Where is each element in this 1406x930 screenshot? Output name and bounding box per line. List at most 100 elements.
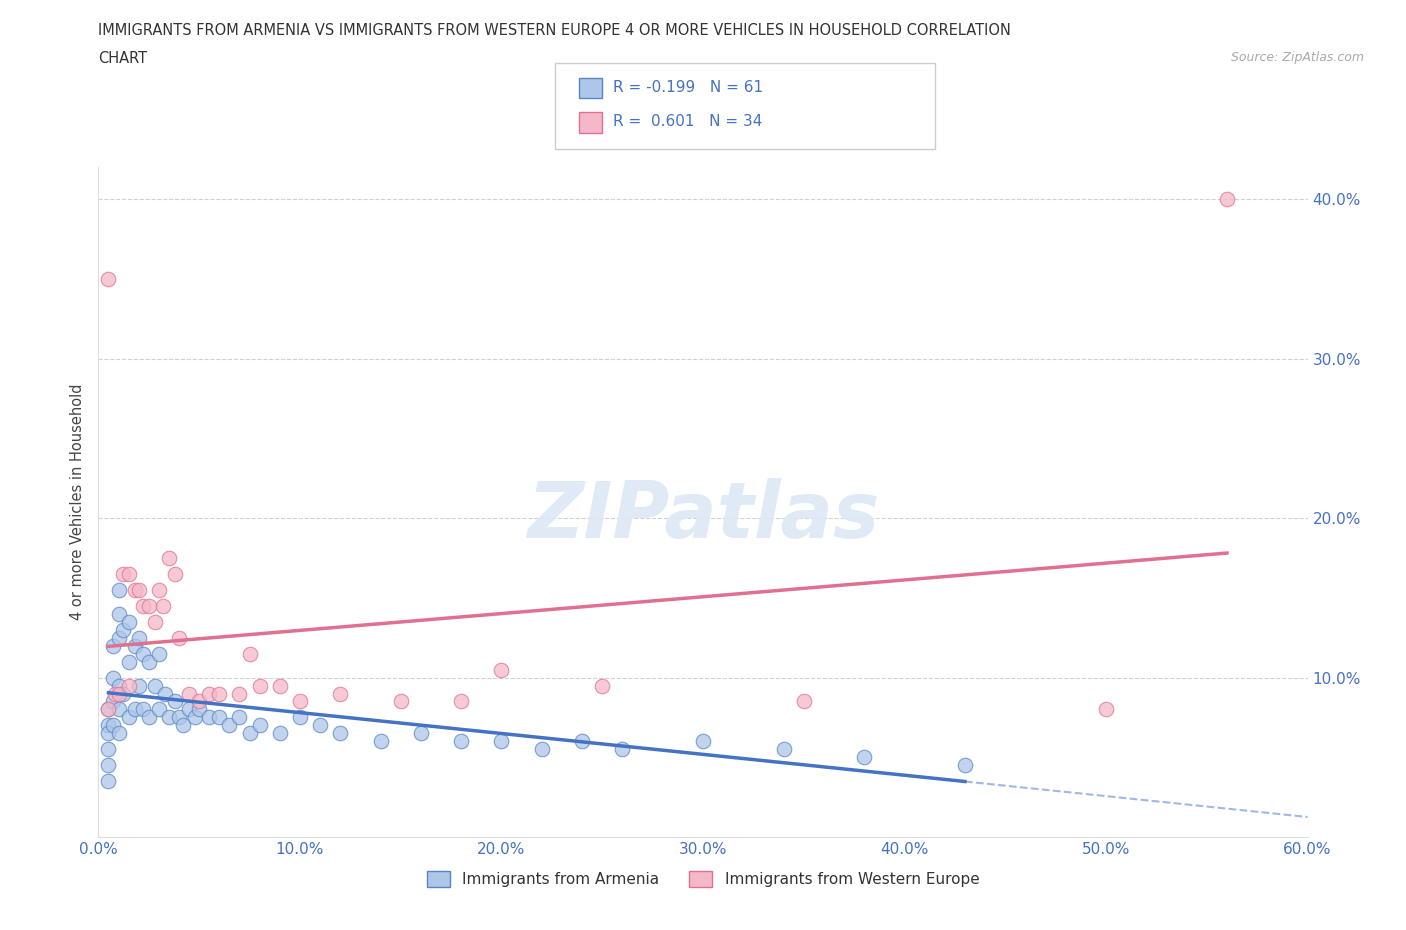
Point xyxy=(111,622,134,637)
Point xyxy=(530,742,553,757)
Point xyxy=(128,631,150,645)
Point xyxy=(198,686,221,701)
Point xyxy=(184,710,207,724)
Point xyxy=(107,678,129,693)
Point xyxy=(1095,702,1118,717)
Point xyxy=(97,718,120,733)
Point xyxy=(118,654,141,669)
Point xyxy=(143,615,166,630)
Point xyxy=(153,686,176,701)
Point xyxy=(853,750,876,764)
Point xyxy=(571,734,593,749)
Point xyxy=(163,694,186,709)
Point xyxy=(124,582,146,597)
Point xyxy=(249,718,271,733)
Point xyxy=(124,702,146,717)
Point xyxy=(148,582,170,597)
Point xyxy=(793,694,815,709)
Point xyxy=(218,718,240,733)
Point xyxy=(148,646,170,661)
Y-axis label: 4 or more Vehicles in Household: 4 or more Vehicles in Household xyxy=(69,384,84,620)
Point xyxy=(132,598,155,613)
Point xyxy=(101,638,124,653)
Point xyxy=(172,718,194,733)
Point xyxy=(97,702,120,717)
Point xyxy=(288,710,311,724)
Point xyxy=(167,631,190,645)
Point xyxy=(389,694,412,709)
Point xyxy=(692,734,714,749)
Point xyxy=(188,694,211,709)
Point xyxy=(101,671,124,685)
Point xyxy=(177,686,201,701)
Point xyxy=(97,774,120,789)
Point xyxy=(370,734,392,749)
Point xyxy=(111,686,134,701)
Point xyxy=(107,606,129,621)
Point xyxy=(1216,192,1239,206)
Point xyxy=(591,678,613,693)
Text: CHART: CHART xyxy=(98,51,148,66)
Point xyxy=(177,702,201,717)
Point xyxy=(138,710,160,724)
Point xyxy=(148,702,170,717)
Point xyxy=(107,631,129,645)
Point xyxy=(450,694,472,709)
Point xyxy=(107,686,129,701)
Point xyxy=(128,678,150,693)
Point xyxy=(118,615,141,630)
Point xyxy=(97,726,120,741)
Point xyxy=(143,678,166,693)
Point xyxy=(138,654,160,669)
Point xyxy=(491,662,513,677)
Point xyxy=(107,702,129,717)
Point xyxy=(249,678,271,693)
Text: ZIPatlas: ZIPatlas xyxy=(527,478,879,553)
Point xyxy=(228,710,250,724)
Text: R = -0.199   N = 61: R = -0.199 N = 61 xyxy=(613,80,763,95)
Point xyxy=(152,598,174,613)
Point xyxy=(239,726,262,741)
Point xyxy=(97,272,120,286)
Point xyxy=(228,686,250,701)
Point xyxy=(97,758,120,773)
Point xyxy=(163,566,186,581)
Point xyxy=(107,582,129,597)
Point xyxy=(111,566,134,581)
Point xyxy=(107,726,129,741)
Point xyxy=(138,598,160,613)
Point xyxy=(450,734,472,749)
Point xyxy=(269,678,291,693)
Point xyxy=(103,686,125,701)
Point xyxy=(188,702,211,717)
Point xyxy=(208,686,231,701)
Point xyxy=(208,710,231,724)
Point xyxy=(329,686,352,701)
Text: IMMIGRANTS FROM ARMENIA VS IMMIGRANTS FROM WESTERN EUROPE 4 OR MORE VEHICLES IN : IMMIGRANTS FROM ARMENIA VS IMMIGRANTS FR… xyxy=(98,23,1011,38)
Point xyxy=(612,742,634,757)
Point xyxy=(118,678,141,693)
Point xyxy=(491,734,513,749)
Text: R =  0.601   N = 34: R = 0.601 N = 34 xyxy=(613,114,762,129)
Legend: Immigrants from Armenia, Immigrants from Western Europe: Immigrants from Armenia, Immigrants from… xyxy=(420,865,986,893)
Point xyxy=(97,742,120,757)
Point xyxy=(198,710,221,724)
Point xyxy=(101,694,124,709)
Point xyxy=(167,710,190,724)
Point xyxy=(128,582,150,597)
Point xyxy=(132,646,155,661)
Point xyxy=(132,702,155,717)
Point xyxy=(157,551,180,565)
Point xyxy=(772,742,794,757)
Point xyxy=(118,566,141,581)
Point xyxy=(953,758,976,773)
Point xyxy=(409,726,432,741)
Point xyxy=(124,638,146,653)
Point xyxy=(101,718,124,733)
Point xyxy=(288,694,311,709)
Point xyxy=(239,646,262,661)
Point xyxy=(97,702,120,717)
Point xyxy=(309,718,332,733)
Point xyxy=(118,710,141,724)
Point xyxy=(157,710,180,724)
